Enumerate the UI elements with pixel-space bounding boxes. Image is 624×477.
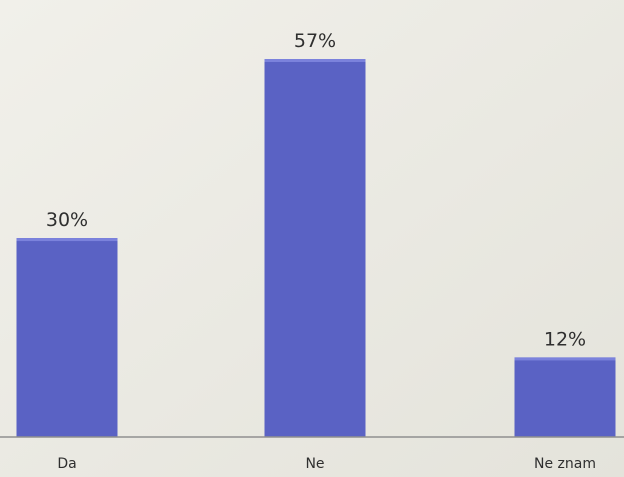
bar-top-edge bbox=[264, 59, 366, 62]
bar bbox=[264, 59, 366, 437]
x-tick-label: Da bbox=[57, 456, 76, 472]
data-label: 57% bbox=[294, 30, 336, 52]
bar-group-da bbox=[16, 238, 118, 437]
bar-group-ne bbox=[264, 59, 366, 437]
x-tick-label: Ne znam bbox=[534, 456, 596, 472]
x-tick-label: Ne bbox=[305, 456, 324, 472]
labels-layer: 30% Da 57% Ne 12% Ne znam bbox=[46, 30, 596, 472]
bar-top-edge bbox=[514, 357, 616, 361]
bars-layer bbox=[16, 59, 616, 437]
data-label: 12% bbox=[544, 328, 586, 350]
bar bbox=[16, 238, 118, 437]
data-label: 30% bbox=[46, 209, 88, 231]
bar-group-ne-znam bbox=[514, 357, 616, 437]
bar-top-edge bbox=[16, 238, 118, 242]
bar bbox=[514, 357, 616, 437]
